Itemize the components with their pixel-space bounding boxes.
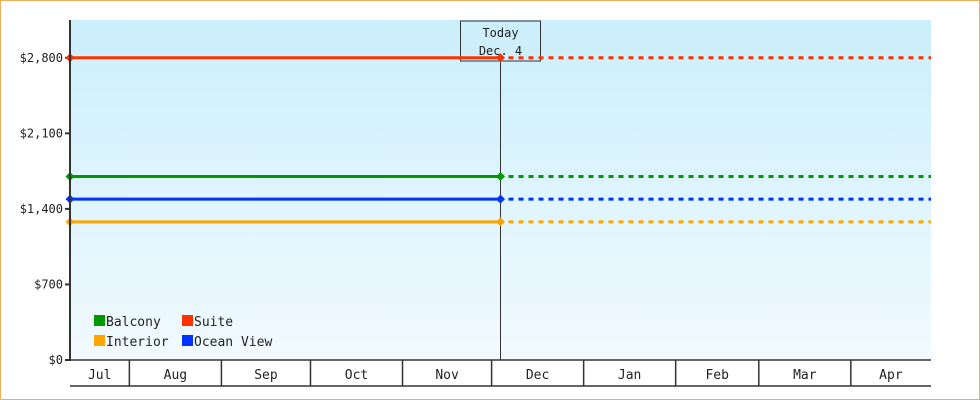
legend-swatch [94,315,105,326]
x-tick-label: Mar [793,368,817,383]
legend-swatch [182,335,193,346]
legend-label: Ocean View [194,335,272,350]
x-tick-label: Aug [164,368,187,383]
x-tick-label: Jan [618,368,641,383]
data-point [496,53,505,63]
x-tick-label: Feb [705,368,729,383]
data-point [496,194,505,204]
y-tick-label: $0 [49,353,63,367]
x-tick-label: Sep [254,368,278,383]
y-tick-label: $1,400 [20,202,63,216]
y-tick-label: $2,100 [20,126,63,140]
y-tick-label: $700 [34,277,63,291]
x-tick-label: Dec [526,368,549,383]
data-point [496,217,505,227]
x-tick-label: Oct [345,368,368,383]
legend-label: Interior [106,335,169,350]
legend-swatch [182,315,193,326]
x-tick-label: Apr [879,368,903,383]
legend-label: Balcony [106,315,161,330]
today-date: Dec. 4 [479,44,522,58]
legend-label: Suite [194,315,233,330]
data-point [496,172,505,182]
x-tick-label: Nov [435,368,459,383]
x-tick-label: Jul [88,368,111,383]
legend-swatch [94,335,105,346]
y-tick-label: $2,800 [20,51,63,65]
today-label: Today [482,26,518,40]
